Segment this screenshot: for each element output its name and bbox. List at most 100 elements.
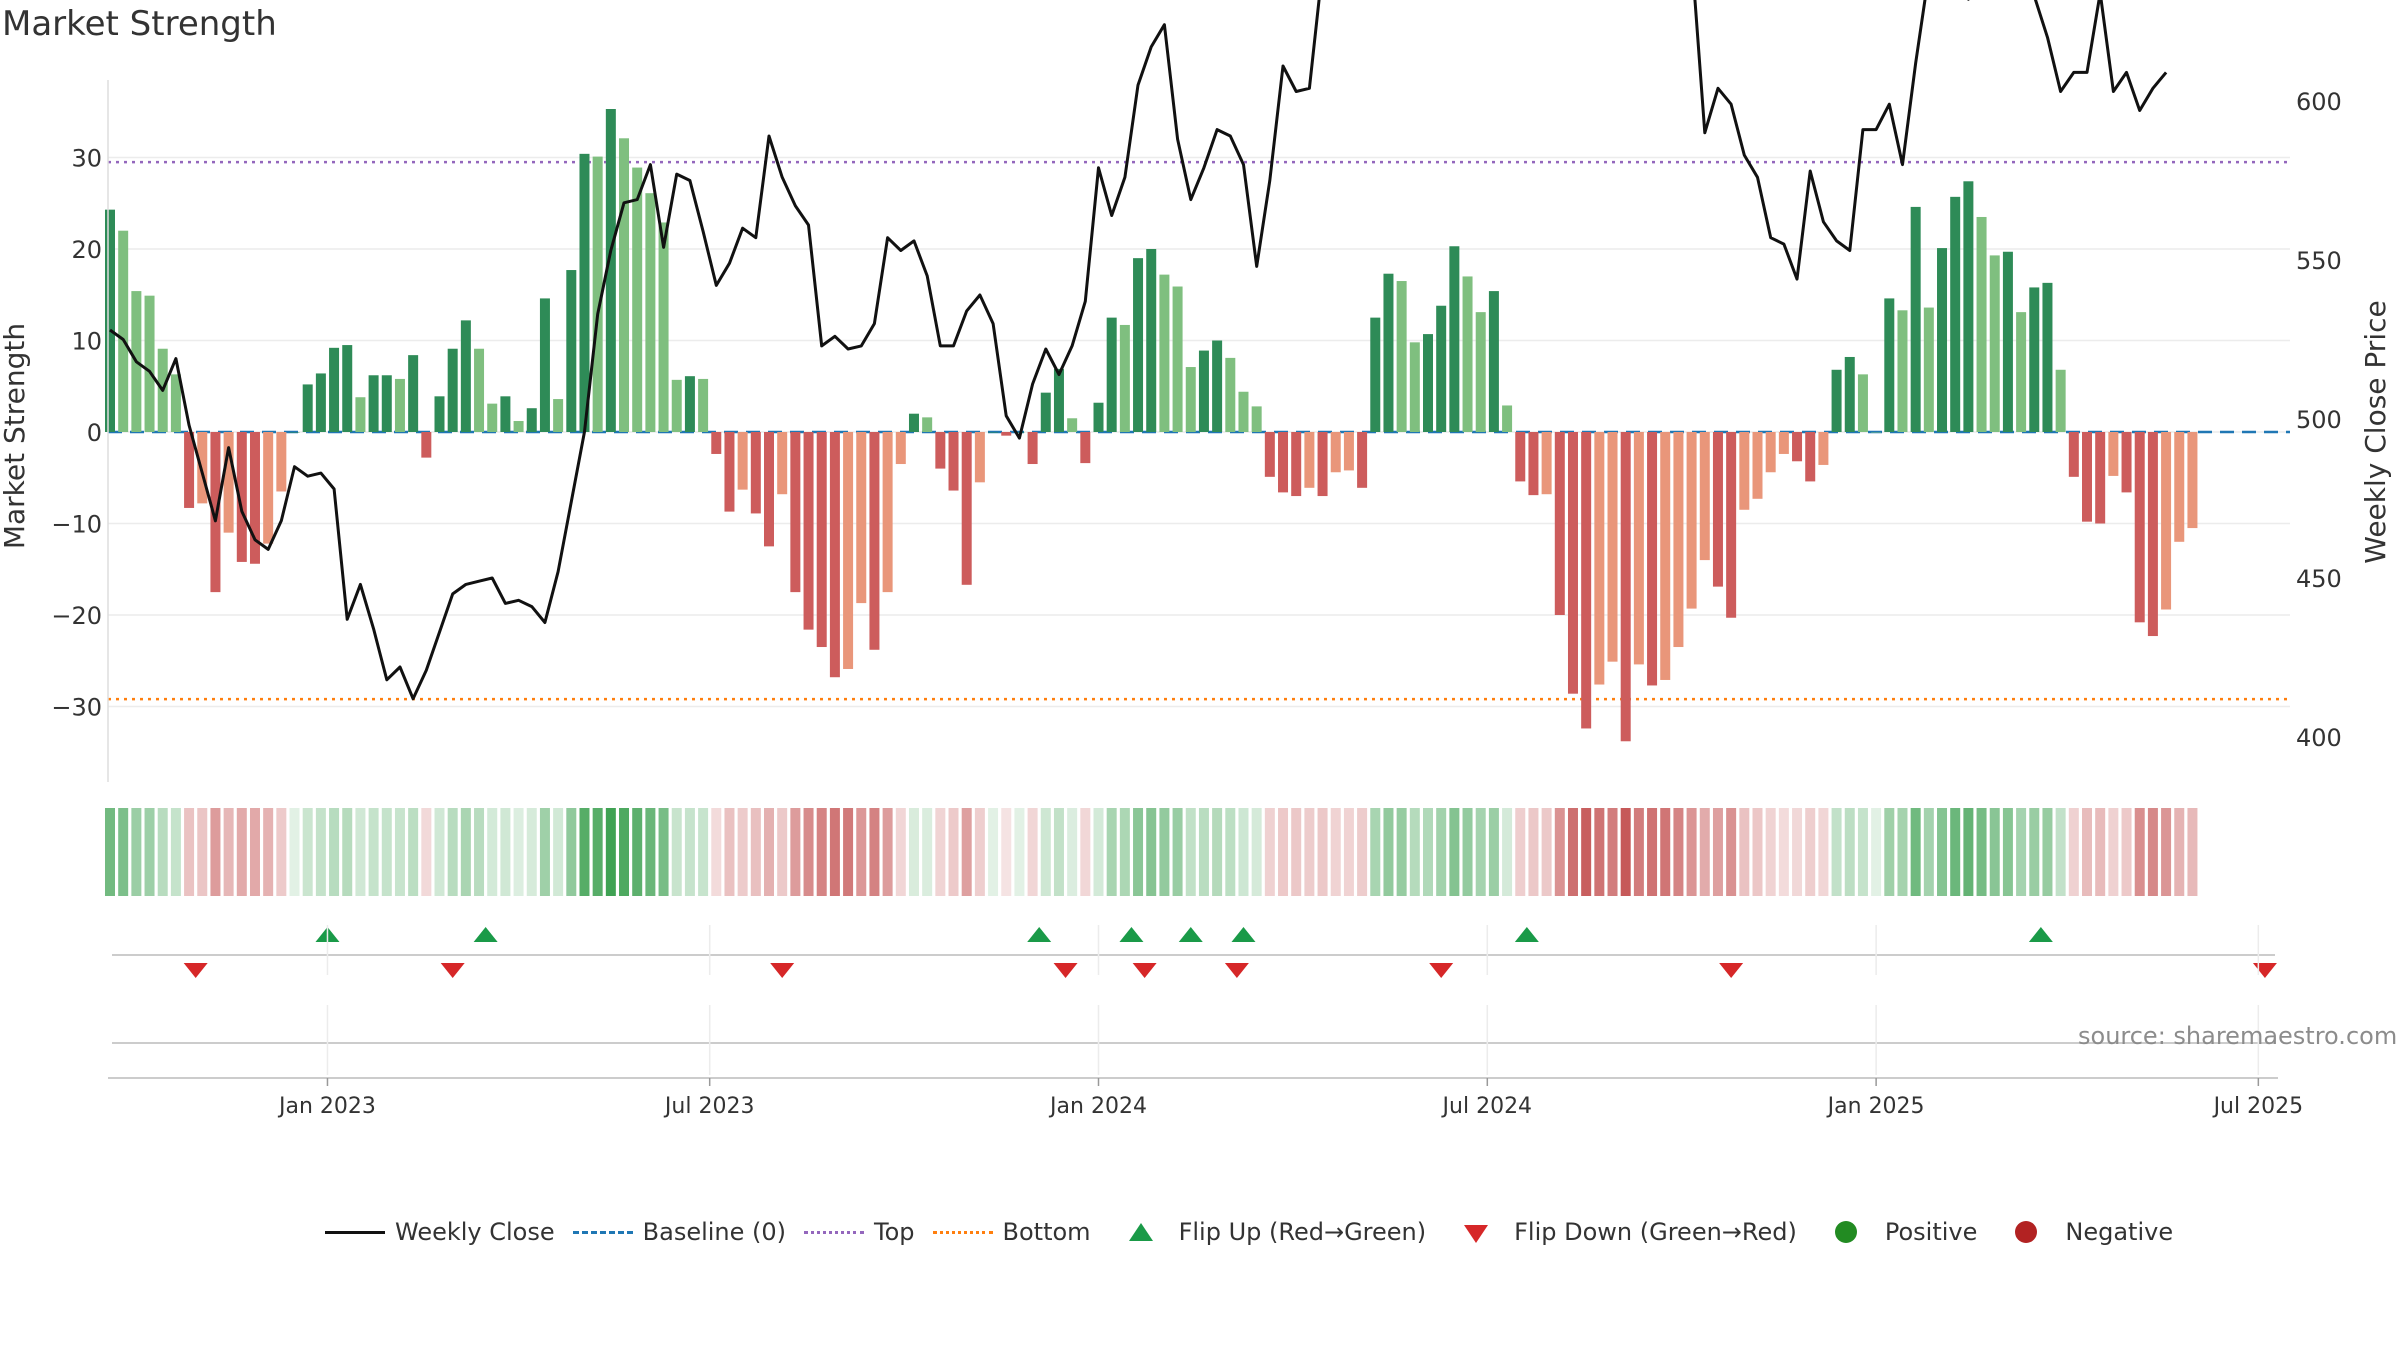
strength-bar xyxy=(1950,196,1961,432)
heat-cell xyxy=(487,808,498,896)
strength-bar xyxy=(460,320,471,432)
strength-bar xyxy=(777,432,788,495)
heat-cell xyxy=(961,808,972,896)
heat-cell xyxy=(1897,808,1908,896)
strength-bar xyxy=(988,432,999,433)
strength-bar xyxy=(2121,432,2132,493)
strength-bar xyxy=(1726,432,1737,618)
heat-cell xyxy=(737,808,748,896)
y-tick-label: 20 xyxy=(71,236,102,264)
flip-up-marker xyxy=(1514,927,1539,942)
strength-bar xyxy=(711,432,722,454)
heat-cell xyxy=(658,808,669,896)
heat-cell xyxy=(1567,808,1578,896)
heat-cell xyxy=(1304,808,1315,896)
strength-bar xyxy=(869,432,880,650)
strength-bar xyxy=(1831,369,1842,432)
heat-cell xyxy=(579,808,590,896)
heat-cell xyxy=(1330,808,1341,896)
strength-bar xyxy=(1212,340,1223,432)
heat-cell xyxy=(1844,808,1855,896)
heat-cell xyxy=(619,808,630,896)
heat-cell xyxy=(1726,808,1737,896)
y-tick-label: −20 xyxy=(51,602,102,630)
heat-cell xyxy=(1976,808,1987,896)
heat-cell xyxy=(170,808,181,896)
legend-bottom: Bottom xyxy=(932,1218,1091,1246)
y2-tick-label: 500 xyxy=(2296,406,2342,434)
y2-tick-label: 400 xyxy=(2296,724,2342,752)
strength-bar xyxy=(1370,317,1381,432)
strength-bar xyxy=(922,417,933,432)
heat-cell xyxy=(777,808,788,896)
heat-cell xyxy=(553,808,564,896)
strength-bar xyxy=(1067,418,1078,432)
legend-label: Weekly Close xyxy=(395,1218,555,1246)
heat-cell xyxy=(724,808,735,896)
strength-bar xyxy=(2161,432,2172,610)
axes: 3020100−10−20−30800750700650600550500450… xyxy=(51,80,2342,782)
strength-bar xyxy=(1251,406,1262,432)
strength-bar xyxy=(539,298,550,432)
heat-cell xyxy=(1805,808,1816,896)
strength-bar xyxy=(1278,432,1289,493)
heat-cell xyxy=(1198,808,1209,896)
heat-cell xyxy=(2121,808,2132,896)
legend-label: Flip Down (Green→Red) xyxy=(1514,1218,1797,1246)
heat-cell xyxy=(513,808,524,896)
heat-cell xyxy=(1106,808,1117,896)
y2-axis-label: Weekly Close Price xyxy=(2359,300,2392,563)
flip-down-marker xyxy=(1719,963,1744,978)
x-tick-label: Jul 2023 xyxy=(663,1094,755,1119)
heat-cell xyxy=(2002,808,2013,896)
heat-cell xyxy=(1633,808,1644,896)
strength-bar xyxy=(2108,432,2119,476)
strength-bar xyxy=(935,432,946,469)
heat-cell xyxy=(1607,808,1618,896)
strength-bar xyxy=(1937,248,1948,432)
strength-bar xyxy=(2082,432,2092,522)
heat-cell xyxy=(1660,808,1671,896)
triangle-up-icon xyxy=(1109,1220,1169,1244)
heat-cell xyxy=(1409,808,1420,896)
strength-bar xyxy=(2134,432,2145,623)
heat-cell xyxy=(2161,808,2172,896)
strength-bar xyxy=(671,379,682,432)
strength-bar xyxy=(394,378,405,432)
heat-cell xyxy=(671,808,682,896)
strength-bar xyxy=(1291,432,1302,497)
strength-bar xyxy=(1185,367,1196,432)
strength-bar xyxy=(1752,432,1763,499)
heat-cell xyxy=(1581,808,1592,896)
heat-cell xyxy=(1857,808,1868,896)
strength-bar xyxy=(1528,432,1539,496)
flip-up-marker xyxy=(473,927,498,942)
strength-bar xyxy=(1541,432,1552,495)
heat-cell xyxy=(1818,808,1829,896)
heat-cell xyxy=(605,808,616,896)
strength-bar xyxy=(908,413,919,432)
circle-icon xyxy=(1995,1220,2055,1244)
y-tick-label: −10 xyxy=(51,511,102,539)
strength-bar xyxy=(764,432,774,547)
strength-bar xyxy=(1897,310,1908,432)
strength-bar xyxy=(1436,305,1447,432)
legend-negative: Negative xyxy=(1995,1218,2173,1246)
heat-cell xyxy=(988,808,999,896)
strength-bar xyxy=(421,432,432,458)
strength-bar xyxy=(302,384,313,432)
strength-bar xyxy=(2055,369,2066,432)
heat-cell xyxy=(1910,808,1921,896)
heat-cell xyxy=(263,808,274,896)
legend: Weekly Close Baseline (0) Top Bottom Fli… xyxy=(325,1218,2191,1246)
flip-down-marker xyxy=(770,963,795,978)
strength-bar xyxy=(513,421,524,432)
heat-cell xyxy=(1831,808,1842,896)
strength-bar xyxy=(579,153,590,432)
strength-bar xyxy=(1040,392,1051,432)
strength-bar xyxy=(1712,432,1723,587)
strength-bar xyxy=(526,408,537,432)
strength-bar xyxy=(1620,432,1631,742)
x-tick-label: Jul 2024 xyxy=(1441,1094,1533,1119)
legend-top: Top xyxy=(804,1218,915,1246)
